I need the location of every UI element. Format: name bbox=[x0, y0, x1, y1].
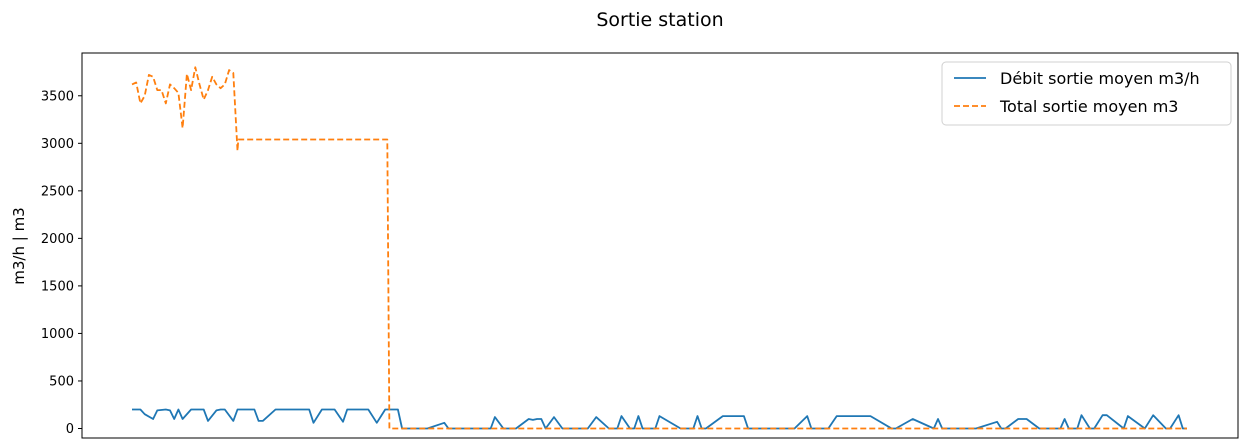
series-line-debit-sortie bbox=[132, 408, 1187, 430]
y-tick-label: 2500 bbox=[41, 184, 74, 199]
legend-box bbox=[941, 61, 1232, 126]
y-tick-label: 1500 bbox=[41, 279, 74, 294]
y-tick-label: 500 bbox=[49, 374, 74, 389]
legend-label: Débit sortie moyen m3/h bbox=[1000, 69, 1200, 88]
y-tick-label: 0 bbox=[66, 422, 74, 437]
y-tick-label: 1000 bbox=[41, 327, 74, 342]
y-tick-label: 3000 bbox=[41, 137, 74, 152]
legend-label: Total sortie moyen m3 bbox=[999, 97, 1178, 116]
series-line-total-sortie bbox=[131, 66, 1187, 430]
y-tick-label: 2000 bbox=[41, 232, 74, 247]
plot-area-frame bbox=[81, 52, 1239, 439]
chart-title: Sortie station bbox=[596, 9, 723, 31]
y-axis-label: m3/h | m3 bbox=[10, 207, 28, 284]
y-tick-label: 3500 bbox=[41, 89, 74, 104]
